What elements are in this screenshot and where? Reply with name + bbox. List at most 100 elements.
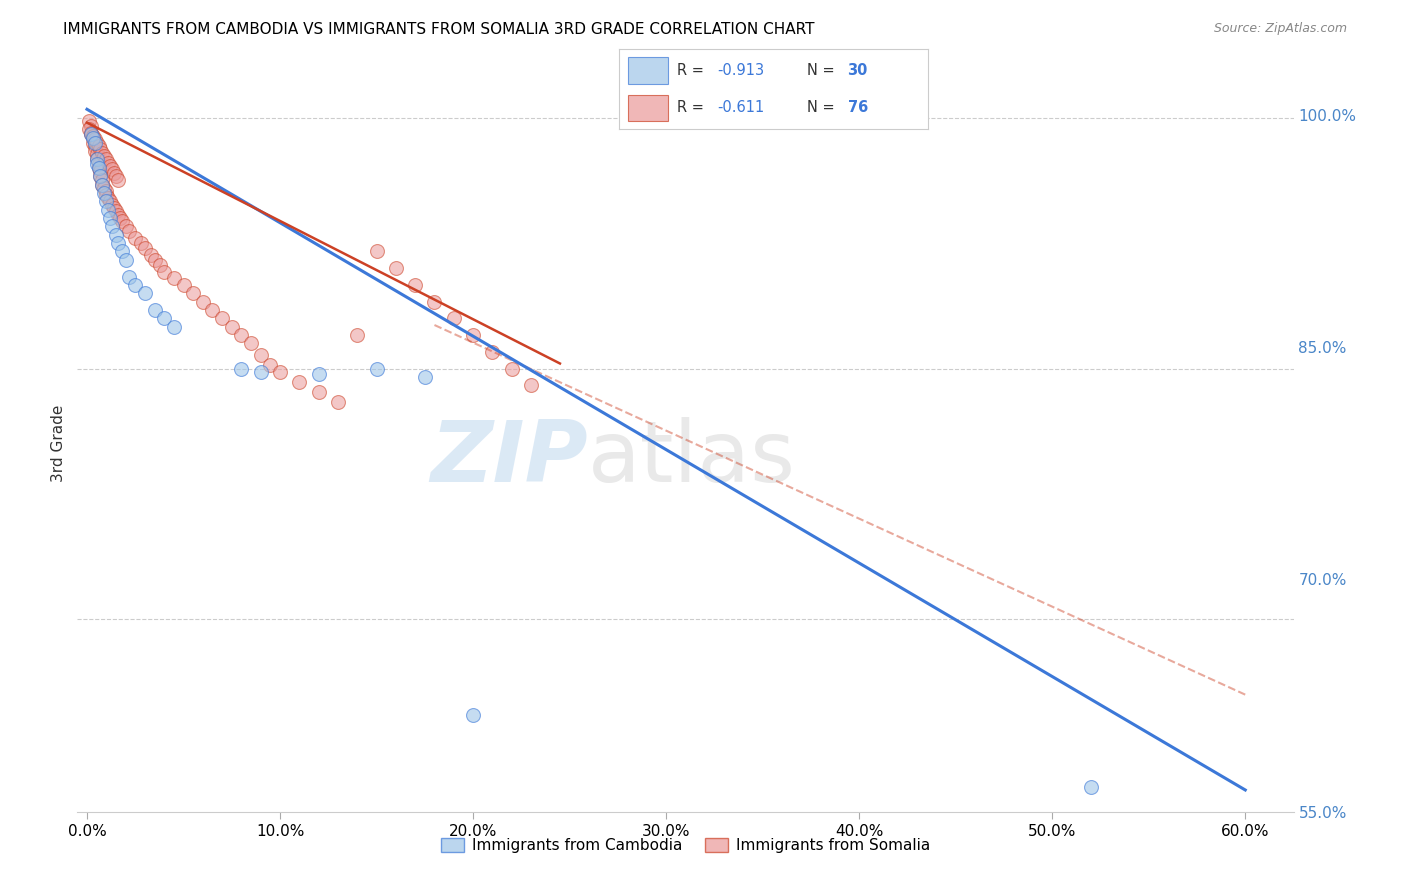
Point bbox=[103, 201, 125, 215]
Point bbox=[97, 155, 120, 169]
Text: N =: N = bbox=[807, 100, 839, 115]
Point bbox=[80, 128, 103, 142]
Point bbox=[153, 311, 176, 326]
Point bbox=[91, 178, 114, 192]
Point bbox=[163, 319, 186, 334]
Point bbox=[249, 348, 271, 362]
Text: Source: ZipAtlas.com: Source: ZipAtlas.com bbox=[1213, 22, 1347, 36]
Point bbox=[461, 328, 484, 343]
Point bbox=[443, 311, 465, 326]
Point bbox=[231, 361, 253, 376]
Point bbox=[124, 277, 146, 292]
Point bbox=[366, 361, 388, 376]
Text: -0.611: -0.611 bbox=[717, 100, 765, 115]
FancyBboxPatch shape bbox=[628, 95, 668, 121]
Point bbox=[83, 144, 105, 158]
Point bbox=[181, 286, 204, 301]
Point bbox=[86, 153, 108, 167]
Point bbox=[87, 161, 110, 175]
Point bbox=[385, 261, 408, 276]
Point bbox=[501, 361, 523, 376]
Point bbox=[114, 252, 136, 267]
Point bbox=[104, 169, 127, 183]
Point bbox=[83, 136, 105, 150]
Point bbox=[308, 384, 330, 399]
Point bbox=[82, 130, 104, 145]
Point bbox=[139, 248, 162, 262]
Point bbox=[104, 204, 127, 219]
Point bbox=[149, 258, 172, 272]
Point bbox=[481, 344, 503, 359]
Text: R =: R = bbox=[678, 100, 709, 115]
Point bbox=[366, 244, 388, 259]
Point bbox=[461, 707, 484, 722]
Point bbox=[89, 169, 111, 183]
Point bbox=[423, 294, 446, 309]
Point bbox=[269, 365, 291, 379]
Point bbox=[326, 395, 349, 409]
Point bbox=[107, 208, 129, 222]
Point bbox=[108, 211, 131, 225]
Point bbox=[134, 241, 156, 255]
Text: ZIP: ZIP bbox=[430, 417, 588, 500]
Point bbox=[118, 269, 141, 284]
Point bbox=[93, 149, 115, 163]
Point bbox=[134, 286, 156, 301]
Point bbox=[153, 264, 176, 278]
Point bbox=[249, 365, 271, 379]
Y-axis label: 3rd Grade: 3rd Grade bbox=[51, 405, 66, 483]
Point bbox=[114, 219, 136, 234]
Point bbox=[87, 139, 110, 153]
Point bbox=[101, 197, 124, 211]
Point bbox=[191, 294, 214, 309]
Point bbox=[77, 114, 100, 128]
Point bbox=[520, 378, 543, 392]
Legend: Immigrants from Cambodia, Immigrants from Somalia: Immigrants from Cambodia, Immigrants fro… bbox=[434, 832, 936, 859]
Point bbox=[86, 147, 108, 161]
Text: N =: N = bbox=[807, 63, 839, 78]
Point bbox=[83, 139, 105, 153]
Point bbox=[98, 211, 121, 225]
Point bbox=[103, 166, 125, 180]
Point bbox=[1080, 780, 1102, 794]
Point bbox=[288, 375, 311, 389]
Point bbox=[93, 186, 115, 200]
Point bbox=[107, 235, 129, 250]
Point bbox=[111, 244, 134, 259]
Point bbox=[111, 214, 134, 228]
Point bbox=[77, 122, 100, 136]
Point bbox=[86, 153, 108, 167]
Point bbox=[143, 302, 166, 317]
Point bbox=[83, 132, 105, 146]
Point bbox=[259, 358, 281, 372]
Point bbox=[346, 328, 368, 343]
Point bbox=[89, 164, 111, 178]
Point bbox=[86, 136, 108, 150]
Point bbox=[87, 161, 110, 175]
Point bbox=[80, 128, 103, 142]
Point bbox=[221, 319, 243, 334]
Point bbox=[129, 235, 152, 250]
Point bbox=[96, 153, 118, 167]
Point bbox=[143, 252, 166, 267]
Text: atlas: atlas bbox=[588, 417, 796, 500]
Point bbox=[91, 178, 114, 192]
Point bbox=[98, 194, 121, 209]
Point bbox=[104, 227, 127, 242]
Point bbox=[96, 184, 118, 198]
Point bbox=[97, 202, 120, 217]
FancyBboxPatch shape bbox=[628, 57, 668, 84]
Point bbox=[80, 126, 103, 140]
Point bbox=[413, 369, 436, 384]
Point bbox=[107, 172, 129, 186]
Point bbox=[80, 119, 103, 133]
Point bbox=[240, 336, 263, 351]
Point bbox=[211, 311, 233, 326]
Point bbox=[86, 157, 108, 171]
Point bbox=[101, 162, 124, 177]
Point bbox=[93, 181, 115, 195]
Point bbox=[97, 191, 120, 205]
Point bbox=[173, 277, 195, 292]
Point bbox=[82, 130, 104, 145]
Point bbox=[163, 271, 186, 285]
